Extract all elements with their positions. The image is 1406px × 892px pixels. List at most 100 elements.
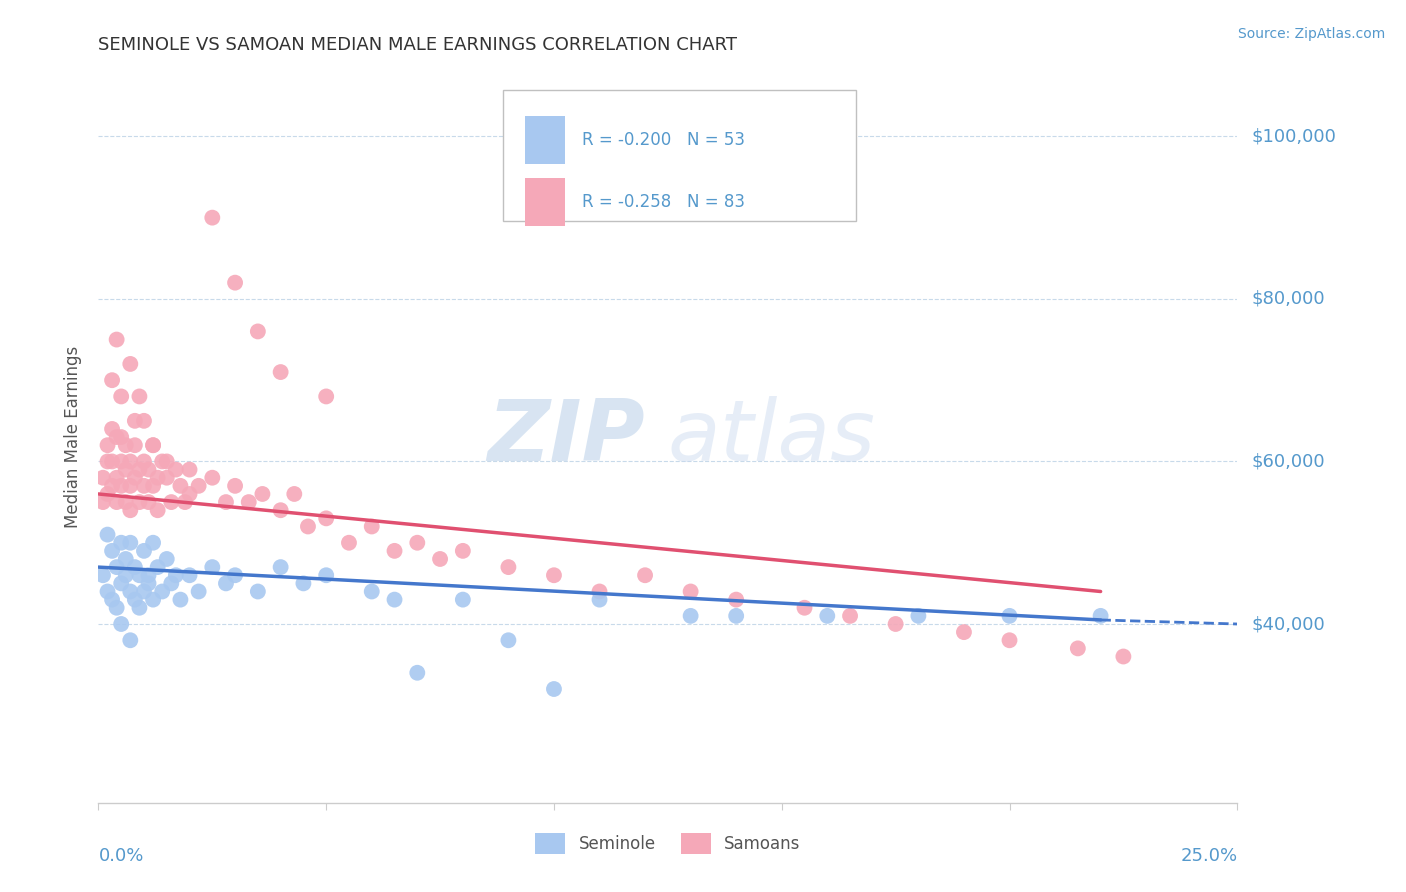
Point — [142, 438, 165, 452]
Text: atlas: atlas — [668, 395, 876, 479]
Point — [96, 527, 118, 541]
Y-axis label: Median Male Earnings: Median Male Earnings — [65, 346, 83, 528]
Point — [215, 576, 238, 591]
Point — [543, 568, 565, 582]
Point — [634, 568, 657, 582]
Point — [270, 560, 292, 574]
Point — [224, 276, 246, 290]
Point — [105, 471, 128, 485]
Point — [132, 479, 155, 493]
Point — [91, 568, 114, 582]
Point — [201, 560, 224, 574]
Point — [839, 608, 862, 623]
Point — [1067, 641, 1090, 656]
Point — [96, 438, 118, 452]
Point — [114, 462, 136, 476]
Point — [451, 592, 474, 607]
Point — [179, 487, 201, 501]
Point — [110, 430, 132, 444]
Point — [160, 576, 183, 591]
Point — [114, 438, 136, 452]
Point — [588, 584, 610, 599]
Point — [270, 365, 292, 379]
Point — [451, 544, 474, 558]
Text: $80,000: $80,000 — [1251, 290, 1324, 308]
Point — [132, 454, 155, 468]
Point — [110, 389, 132, 403]
Point — [110, 454, 132, 468]
Point — [128, 389, 150, 403]
Point — [132, 544, 155, 558]
Legend: Seminole, Samoans: Seminole, Samoans — [529, 827, 807, 860]
Point — [96, 487, 118, 501]
Bar — [526, 116, 565, 164]
Point — [124, 560, 146, 574]
Point — [679, 608, 702, 623]
Point — [160, 495, 183, 509]
Point — [142, 592, 165, 607]
Point — [138, 495, 160, 509]
Text: ZIP: ZIP — [488, 395, 645, 479]
Point — [169, 592, 191, 607]
Point — [96, 584, 118, 599]
Point — [156, 471, 179, 485]
Point — [283, 487, 305, 501]
Point — [110, 535, 132, 549]
Point — [246, 584, 269, 599]
Point — [292, 576, 315, 591]
Point — [360, 519, 382, 533]
Point — [101, 422, 124, 436]
Point — [174, 495, 197, 509]
Point — [498, 560, 520, 574]
Point — [101, 592, 124, 607]
Point — [270, 503, 292, 517]
Point — [146, 471, 169, 485]
Point — [297, 519, 319, 533]
Point — [96, 454, 118, 468]
Point — [384, 592, 406, 607]
Point — [142, 479, 165, 493]
Point — [110, 479, 132, 493]
Point — [110, 617, 132, 632]
Point — [110, 576, 132, 591]
Point — [124, 471, 146, 485]
Text: SEMINOLE VS SAMOAN MEDIAN MALE EARNINGS CORRELATION CHART: SEMINOLE VS SAMOAN MEDIAN MALE EARNINGS … — [98, 36, 737, 54]
Point — [201, 471, 224, 485]
Point — [238, 495, 260, 509]
Point — [998, 608, 1021, 623]
Point — [114, 568, 136, 582]
Point — [201, 211, 224, 225]
FancyBboxPatch shape — [503, 90, 856, 221]
Point — [156, 454, 179, 468]
Point — [105, 430, 128, 444]
Point — [187, 584, 209, 599]
Point — [138, 462, 160, 476]
Point — [1112, 649, 1135, 664]
Text: R = -0.258   N = 83: R = -0.258 N = 83 — [582, 193, 745, 211]
Point — [114, 495, 136, 509]
Point — [120, 357, 142, 371]
Point — [337, 535, 360, 549]
Point — [224, 479, 246, 493]
Text: Source: ZipAtlas.com: Source: ZipAtlas.com — [1237, 27, 1385, 41]
Point — [120, 633, 142, 648]
Text: R = -0.200   N = 53: R = -0.200 N = 53 — [582, 131, 745, 149]
Point — [101, 544, 124, 558]
Point — [224, 568, 246, 582]
Point — [679, 584, 702, 599]
Point — [588, 592, 610, 607]
Point — [179, 462, 201, 476]
Point — [169, 479, 191, 493]
Point — [138, 576, 160, 591]
Point — [165, 462, 187, 476]
Point — [128, 495, 150, 509]
Point — [120, 535, 142, 549]
Point — [406, 665, 429, 680]
Point — [91, 495, 114, 509]
Point — [105, 600, 128, 615]
Point — [120, 454, 142, 468]
Point — [150, 584, 173, 599]
Point — [215, 495, 238, 509]
Point — [252, 487, 274, 501]
Point — [124, 438, 146, 452]
